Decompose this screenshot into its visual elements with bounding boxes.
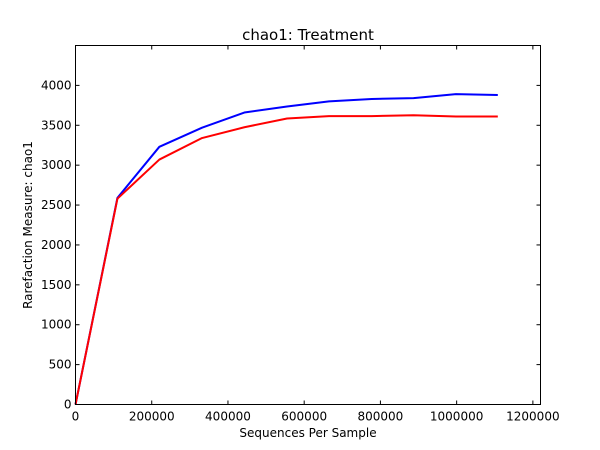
y-axis-label: Rarefaction Measure: chao1 [21,141,35,309]
x-tick-label-1: 200000 [129,410,175,424]
plot-frame [75,45,541,405]
x-tick-label-5: 1000000 [430,410,483,424]
y-tick-label-4: 2000 [41,238,72,252]
y-tick-label-5: 2500 [41,198,72,212]
chart-title: chao1: Treatment [242,26,374,44]
y-tick-label-2: 1000 [41,318,72,332]
series-layer [74,93,498,405]
ticks-layer: 0 200000 400000 600000 800000 1000000 1200000 0… [41,45,560,424]
series-line-1 [74,93,498,405]
x-tick-label-0: 0 [72,410,80,424]
y-tick-label-8: 4000 [41,78,72,92]
x-tick-label-2: 400000 [205,410,251,424]
x-axis-label: Sequences Per Sample [239,426,376,440]
x-tick-label-3: 600000 [281,410,327,424]
y-tick-label-3: 1500 [41,278,72,292]
y-tick-label-7: 3500 [41,118,72,132]
y-tick-label-0: 0 [64,398,72,412]
series-line-2 [74,114,498,405]
y-tick-label-1: 500 [49,358,72,372]
x-tick-label-4: 800000 [358,410,404,424]
y-tick-label-6: 3000 [41,158,72,172]
x-tick-label-6: 1200000 [506,410,559,424]
